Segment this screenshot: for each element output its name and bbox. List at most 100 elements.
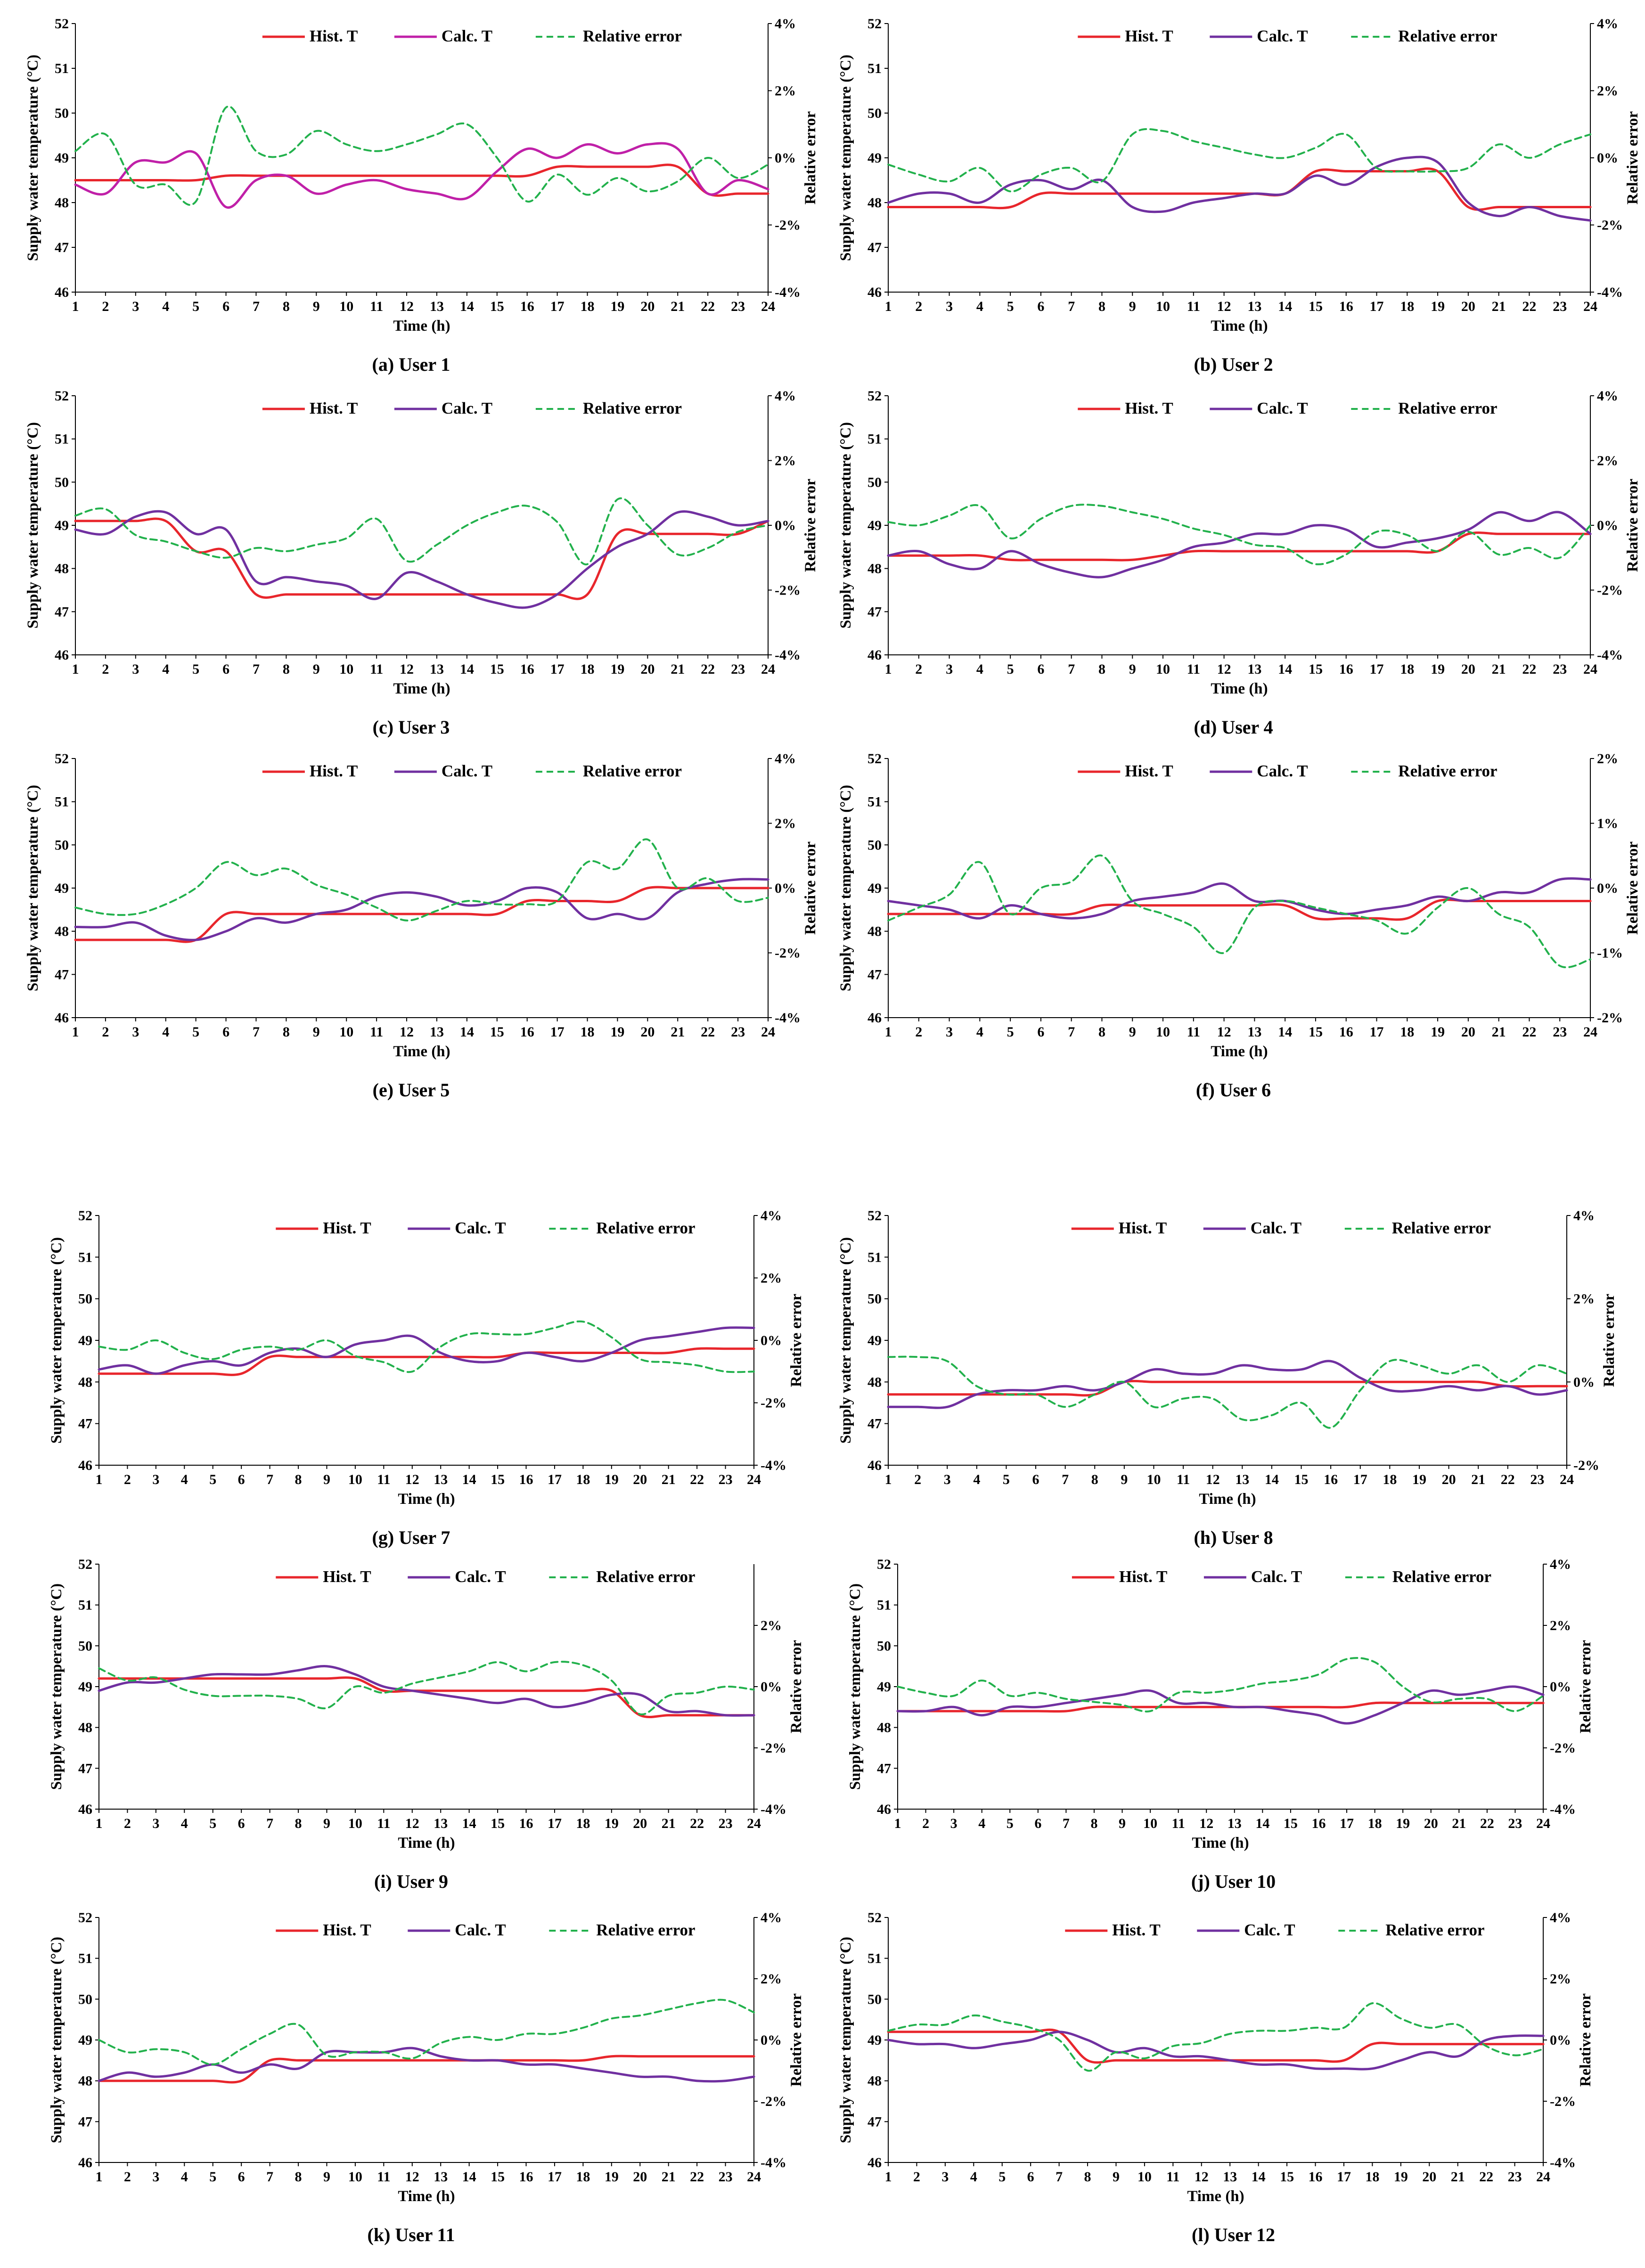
y-tick-label: 51 [868, 1951, 882, 1966]
x-tick-label: 10 [1156, 1024, 1170, 1040]
series-line-relative-error [74, 497, 769, 565]
y-axis-title: Supply water temperature (°C) [837, 785, 854, 991]
y2-tick-label: 0% [761, 1333, 782, 1348]
y-tick-label: 46 [55, 647, 69, 663]
y2-tick-label: 2% [1597, 751, 1618, 767]
x-tick-label: 1 [885, 2169, 892, 2185]
x-tick-label: 20 [640, 661, 655, 677]
x-tick-label: 8 [283, 299, 290, 314]
chart-panel: 46 47 48 49 50 51 52 -2% -1% 0% 1% 2% 1 2 3 4 5 6 7 8 9 10 11 1… [822, 740, 1645, 1107]
series-line-relative-error [98, 1999, 755, 2066]
x-tick-label: 22 [1480, 1816, 1494, 1831]
x-tick-label: 1 [885, 299, 892, 314]
x-tick-label: 15 [1309, 1024, 1323, 1040]
legend-label: Relative error [596, 1921, 695, 1939]
x-axis-title: Time (h) [398, 1835, 455, 1852]
series-line-hist-t [74, 886, 769, 943]
chart-caption: (d) User 4 [1194, 717, 1273, 738]
y-tick-label: 51 [55, 61, 69, 76]
series-line-calc-t [74, 510, 769, 609]
x-tick-label: 16 [520, 299, 534, 314]
x-tick-label: 19 [1396, 1816, 1410, 1831]
y-tick-label: 52 [868, 16, 882, 32]
x-tick-label: 8 [1084, 2169, 1091, 2185]
x-tick-label: 7 [1056, 2169, 1063, 2185]
y2-tick-label: -2% [761, 2094, 786, 2109]
x-tick-label: 3 [946, 299, 953, 314]
x-tick-label: 16 [1339, 299, 1353, 314]
x-tick-label: 3 [132, 1024, 139, 1040]
x-tick-label: 6 [222, 1024, 229, 1040]
x-tick-label: 13 [1247, 1024, 1261, 1040]
legend-label: Hist. T [1125, 762, 1173, 780]
x-tick-label: 21 [671, 299, 685, 314]
x-tick-label: 22 [1501, 1472, 1515, 1487]
legend-label: Calc. T [455, 1921, 506, 1939]
x-tick-label: 19 [605, 1816, 619, 1831]
x-tick-label: 17 [1370, 299, 1384, 314]
y-tick-label: 48 [55, 561, 69, 577]
y-axis-title: Supply water temperature (°C) [25, 785, 41, 991]
x-tick-label: 22 [701, 299, 715, 314]
y-tick-label: 50 [55, 474, 69, 490]
x-tick-label: 10 [348, 2169, 362, 2185]
x-tick-label: 20 [633, 1472, 647, 1487]
x-tick-label: 19 [1431, 1024, 1445, 1040]
legend-label: Hist. T [1112, 1921, 1160, 1939]
y2-axis-title: Relative error [788, 1640, 805, 1733]
x-tick-label: 20 [1461, 299, 1475, 314]
y2-tick-label: 0% [775, 150, 796, 166]
y-tick-label: 51 [868, 794, 882, 810]
x-tick-label: 15 [490, 1024, 504, 1040]
y-tick-label: 50 [78, 1291, 92, 1307]
x-tick-label: 24 [1583, 1024, 1597, 1040]
y-axis-title: Supply water temperature (°C) [847, 1583, 864, 1790]
y-tick-label: 46 [78, 2155, 92, 2170]
x-tick-label: 14 [1255, 1816, 1269, 1831]
y2-tick-label: -2% [1550, 1740, 1576, 1756]
y2-axis-title: Relative error [1601, 1294, 1618, 1387]
x-tick-label: 6 [238, 1816, 245, 1831]
legend-label: Calc. T [1251, 1567, 1302, 1586]
y2-tick-label: -4% [775, 285, 801, 300]
x-tick-label: 15 [491, 2169, 505, 2185]
x-tick-label: 13 [430, 661, 444, 677]
x-tick-label: 5 [209, 1472, 216, 1487]
x-tick-label: 2 [102, 299, 109, 314]
x-tick-label: 11 [370, 299, 383, 314]
y-tick-label: 49 [55, 881, 69, 896]
x-tick-label: 24 [1560, 1472, 1574, 1487]
x-tick-label: 19 [610, 299, 624, 314]
y-tick-label: 50 [78, 1991, 92, 2007]
y-tick-label: 52 [868, 388, 882, 404]
y-tick-label: 52 [78, 1910, 92, 1925]
series-line-hist-t [74, 163, 769, 197]
y2-tick-label: 2% [1597, 453, 1618, 469]
x-tick-label: 11 [1166, 2169, 1179, 2185]
x-tick-label: 20 [1461, 661, 1475, 677]
x-axis-title: Time (h) [1187, 2188, 1244, 2205]
chart-caption: (b) User 2 [1194, 354, 1273, 375]
chart-panel: 46 47 48 49 50 51 52 -4% -2% 0% 2% 4% 1 2 3 4 5 6 7 8 9 10 11 1… [0, 377, 822, 744]
legend-label: Calc. T [1257, 762, 1308, 780]
x-tick-label: 17 [1340, 1816, 1354, 1831]
x-tick-label: 4 [976, 661, 983, 677]
y-axis-title: Supply water temperature (°C) [25, 422, 41, 628]
y2-tick-label: 0% [775, 881, 796, 896]
y2-tick-label: -4% [1550, 1802, 1576, 1817]
y-tick-label: 49 [78, 1333, 92, 1348]
x-tick-label: 22 [701, 1024, 715, 1040]
x-tick-label: 16 [1324, 1472, 1338, 1487]
y2-tick-label: 2% [1597, 83, 1618, 99]
y-tick-label: 52 [78, 1208, 92, 1224]
x-tick-label: 24 [1583, 299, 1597, 314]
x-tick-label: 21 [1452, 1816, 1466, 1831]
y2-tick-label: 2% [1550, 1971, 1571, 1987]
y2-axis-title: Relative error [1624, 111, 1641, 204]
y2-tick-label: 0% [1597, 518, 1618, 533]
y2-tick-label: 0% [761, 2032, 782, 2048]
x-tick-label: 10 [1143, 1816, 1157, 1831]
x-tick-label: 14 [1278, 299, 1292, 314]
x-tick-label: 16 [520, 1024, 534, 1040]
